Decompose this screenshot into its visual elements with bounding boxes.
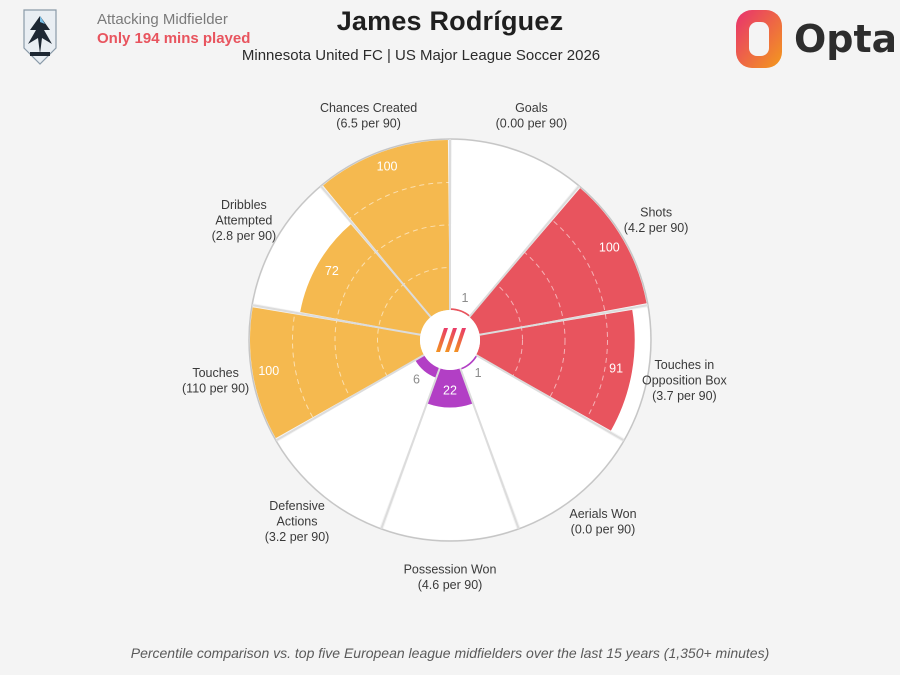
sector-background	[460, 355, 623, 528]
metric-label-line: Goals	[515, 101, 548, 115]
metric-label-line: Defensive	[269, 499, 325, 513]
club-crest-icon	[23, 9, 57, 65]
opta-logo: Opta	[736, 10, 894, 68]
center-stripe	[454, 328, 466, 352]
percentile-bar	[249, 307, 424, 439]
grid-spoke	[380, 367, 441, 530]
metric-label-line: Touches	[192, 366, 239, 380]
percentile-value: 1	[475, 366, 482, 380]
metric-label-line: Chances Created	[320, 101, 417, 115]
metric-label-line: (6.5 per 90)	[336, 116, 401, 130]
metric-label-line: (0.00 per 90)	[496, 116, 568, 130]
metric-label: Aerials Won(0.0 per 90)	[569, 507, 636, 537]
grid-spoke	[459, 367, 520, 530]
metric-label: Touches in Opposition Box(3.7 per 90)	[642, 358, 728, 403]
grid-spoke	[320, 185, 432, 318]
percentile-value: 6	[413, 372, 420, 386]
metric-label-line: Shots	[640, 206, 672, 220]
percentile-bar	[323, 140, 450, 317]
metric-label: Goals(0.00 per 90)	[496, 101, 568, 130]
metric-label-line: Attempted	[215, 213, 272, 227]
metric-label: Defensive Actions(3.2 per 90)	[265, 499, 330, 544]
sector-background	[277, 355, 440, 528]
center-stripe	[445, 328, 457, 352]
percentile-values: 1 100 91 1 22 6 100 72 100	[258, 159, 623, 397]
metric-label-line: Possession Won	[404, 563, 497, 577]
percentile-value: 100	[599, 240, 620, 254]
page-title: James Rodríguez	[336, 6, 564, 36]
metric-label-line: (3.2 per 90)	[265, 530, 330, 544]
metric-label-line: Touches in	[655, 358, 715, 372]
grid-ring	[377, 267, 523, 413]
percentile-radar-chart: 1 100 91 1 22 6 100 72 100 Goals(0.00 per 90) Sho…	[182, 101, 727, 592]
grid-spokes	[251, 139, 649, 530]
grid-spoke	[468, 185, 580, 318]
percentile-value: 91	[609, 362, 623, 376]
center-badge	[420, 310, 480, 370]
percentile-value: 1	[461, 291, 468, 305]
percentile-bar	[476, 309, 635, 431]
grid-spoke	[479, 304, 649, 336]
percentile-value: 72	[325, 264, 339, 278]
footnote: Percentile comparison vs. top five Europ…	[130, 645, 770, 661]
metric-label-line: (0.0 per 90)	[571, 522, 636, 536]
percentile-bar	[469, 188, 647, 335]
metric-label-line: Actions	[277, 515, 318, 529]
page-subtitle: Minnesota United FC | US Major League So…	[241, 47, 601, 64]
metric-label-line: Aerials Won	[569, 507, 636, 521]
metric-label-line: (2.8 per 90)	[212, 229, 277, 243]
metric-label: Chances Created(6.5 per 90)	[320, 101, 417, 130]
metric-label-line: (3.7 per 90)	[652, 389, 717, 403]
percentile-value: 22	[443, 384, 457, 398]
grid-spoke	[275, 354, 425, 442]
metric-label-line: (110 per 90)	[182, 381, 249, 395]
metric-label: Touches(110 per 90)	[182, 366, 249, 396]
player-role: Attacking Midfielder	[97, 11, 228, 28]
percentile-bar	[415, 355, 440, 378]
metric-label-line: (4.2 per 90)	[624, 221, 689, 235]
metric-label-line: Dribbles	[221, 198, 267, 212]
percentile-value: 100	[377, 159, 398, 173]
percentile-bar	[300, 224, 431, 335]
center-stripe	[436, 328, 448, 352]
metric-label-line: Opposition Box	[642, 374, 728, 388]
percentile-bar	[427, 368, 473, 408]
minutes-warning: Only 194 mins played	[97, 30, 251, 47]
percentile-bar	[450, 308, 471, 317]
sector-background	[450, 140, 577, 317]
opta-mark-icon	[436, 328, 466, 352]
percentile-value: 100	[258, 364, 279, 378]
metric-label: Shots(4.2 per 90)	[624, 206, 689, 236]
grid-spoke	[475, 354, 625, 442]
metric-label-line: (4.6 per 90)	[418, 578, 483, 592]
sector-background	[383, 368, 517, 540]
percentile-bars	[249, 140, 647, 439]
metric-labels: Goals(0.00 per 90) Shots(4.2 per 90) Touch…	[182, 101, 727, 592]
metric-label: Possession Won(4.6 per 90)	[404, 563, 497, 593]
opta-wordmark: Opta	[794, 17, 894, 61]
percentile-bar	[460, 355, 478, 370]
grid-spoke	[251, 304, 421, 336]
